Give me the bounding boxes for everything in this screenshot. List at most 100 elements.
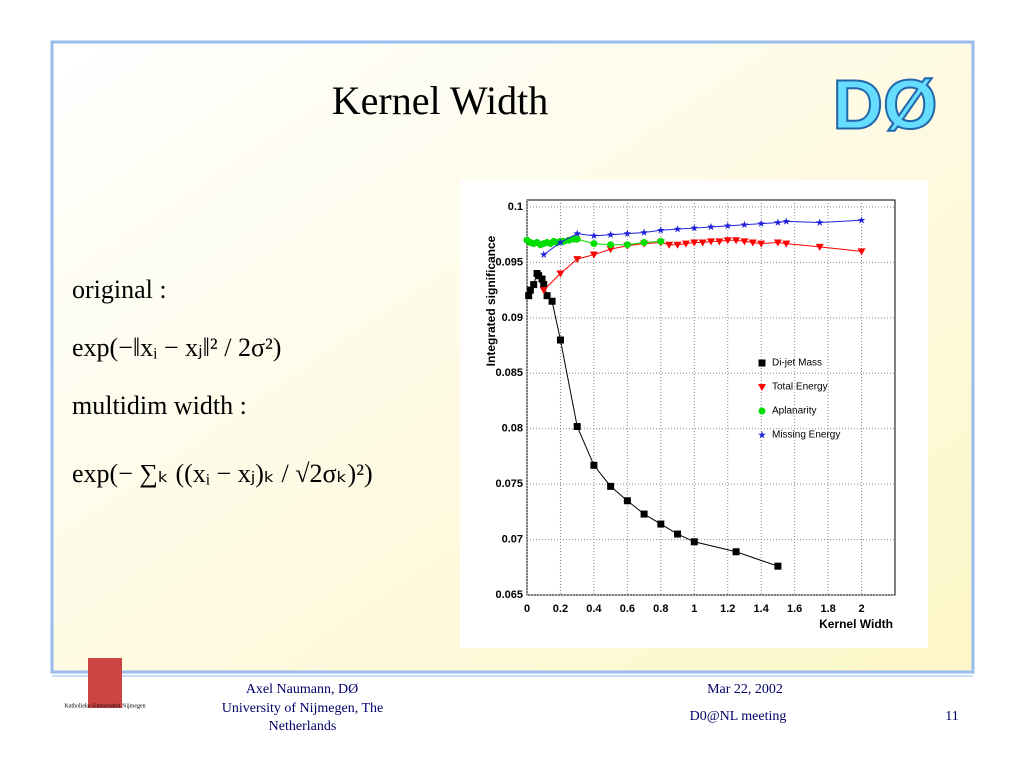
x-tick-label: 0.2	[553, 603, 568, 615]
marker	[640, 510, 648, 518]
marker	[590, 231, 598, 240]
x-tick-label: 1.6	[787, 603, 802, 615]
legend-label: Aplanarity	[772, 406, 816, 417]
marker	[674, 530, 682, 538]
legend-label: Total Energy	[772, 382, 828, 393]
university-logo-text: Katholieke Universiteit Nijmegen	[64, 703, 145, 709]
marker	[640, 228, 648, 236]
marker	[657, 226, 665, 234]
x-tick-label: 0.4	[586, 603, 602, 615]
legend-marker	[758, 431, 766, 439]
marker	[589, 251, 598, 259]
marker	[707, 238, 715, 246]
legend-label: Di-jet Mass	[772, 358, 822, 369]
formula: exp(−‖xᵢ − xⱼ‖² / 2σ²)	[72, 333, 281, 362]
marker	[657, 237, 665, 245]
marker	[707, 222, 715, 231]
y-tick-label: 0.09	[502, 312, 523, 324]
legend-marker	[758, 407, 766, 415]
series-line	[543, 239, 862, 291]
marker	[857, 216, 866, 224]
marker	[623, 497, 631, 505]
marker	[665, 241, 674, 249]
y-tick-label: 0.065	[495, 589, 523, 601]
marker	[698, 239, 707, 247]
x-tick-label: 1	[691, 603, 697, 615]
marker	[715, 238, 724, 246]
marker	[540, 281, 548, 289]
marker	[690, 224, 699, 232]
marker	[548, 297, 556, 305]
marker	[773, 239, 782, 247]
marker	[690, 538, 698, 546]
footer-affiliation: University of Nijmegen, The Netherlands	[221, 701, 384, 734]
footer-affiliation-box: University of Nijmegen, The Netherlands	[221, 701, 384, 734]
marker	[543, 292, 551, 300]
marker	[606, 230, 615, 238]
y-tick-label: 0.1	[508, 201, 523, 213]
marker	[526, 286, 534, 294]
y-tick-label: 0.08	[502, 423, 523, 435]
marker	[681, 240, 690, 248]
marker	[556, 336, 564, 344]
marker	[748, 239, 757, 247]
marker	[539, 250, 548, 258]
x-tick-label: 0.8	[653, 603, 668, 615]
marker	[774, 562, 782, 570]
marker	[673, 241, 682, 249]
marker	[530, 281, 538, 289]
marker	[623, 229, 632, 237]
x-tick-label: 1.4	[754, 603, 770, 615]
marker	[538, 275, 546, 283]
footer-meeting: D0@NL meeting	[690, 709, 787, 724]
marker	[815, 218, 824, 226]
marker	[690, 239, 699, 247]
x-tick-label: 0	[524, 603, 530, 615]
slide-title: Kernel Width	[332, 78, 548, 123]
university-logo	[88, 658, 122, 708]
marker	[525, 292, 533, 300]
marker	[757, 240, 766, 248]
marker	[606, 246, 615, 254]
y-tick-label: 0.07	[502, 533, 523, 545]
x-tick-label: 2	[858, 603, 864, 615]
y-axis-label: Integrated significance	[484, 235, 498, 366]
marker	[815, 243, 824, 251]
x-axis-label: Kernel Width	[819, 617, 893, 631]
marker	[590, 240, 598, 248]
y-tick-label: 0.075	[495, 478, 523, 490]
x-tick-label: 1.8	[820, 603, 835, 615]
marker	[590, 461, 598, 469]
x-tick-label: 1.2	[720, 603, 735, 615]
marker	[556, 270, 565, 278]
marker	[723, 221, 732, 230]
marker	[740, 220, 749, 228]
legend-marker	[758, 384, 766, 391]
text-line: original :	[72, 275, 167, 304]
marker	[757, 219, 765, 227]
marker	[640, 238, 648, 246]
marker	[782, 240, 791, 248]
marker	[657, 520, 665, 528]
marker	[732, 548, 740, 556]
marker	[573, 256, 582, 264]
y-tick-label: 0.095	[495, 256, 523, 268]
text-line: multidim width :	[72, 391, 247, 420]
marker	[673, 225, 682, 233]
marker	[740, 238, 749, 246]
y-tick-label: 0.085	[495, 367, 523, 379]
formula: exp(− ∑ₖ ((xᵢ − xⱼ)ₖ / √2σₖ)²)	[72, 459, 373, 488]
marker	[782, 217, 791, 225]
legend-label: Missing Energy	[772, 430, 840, 441]
marker	[607, 241, 615, 249]
marker	[607, 482, 615, 490]
marker	[573, 235, 581, 243]
marker	[556, 238, 565, 246]
logo: DØ	[833, 65, 938, 143]
marker	[539, 287, 548, 295]
legend-marker	[758, 359, 766, 367]
marker	[857, 248, 866, 256]
marker	[573, 229, 581, 237]
marker	[623, 241, 631, 249]
